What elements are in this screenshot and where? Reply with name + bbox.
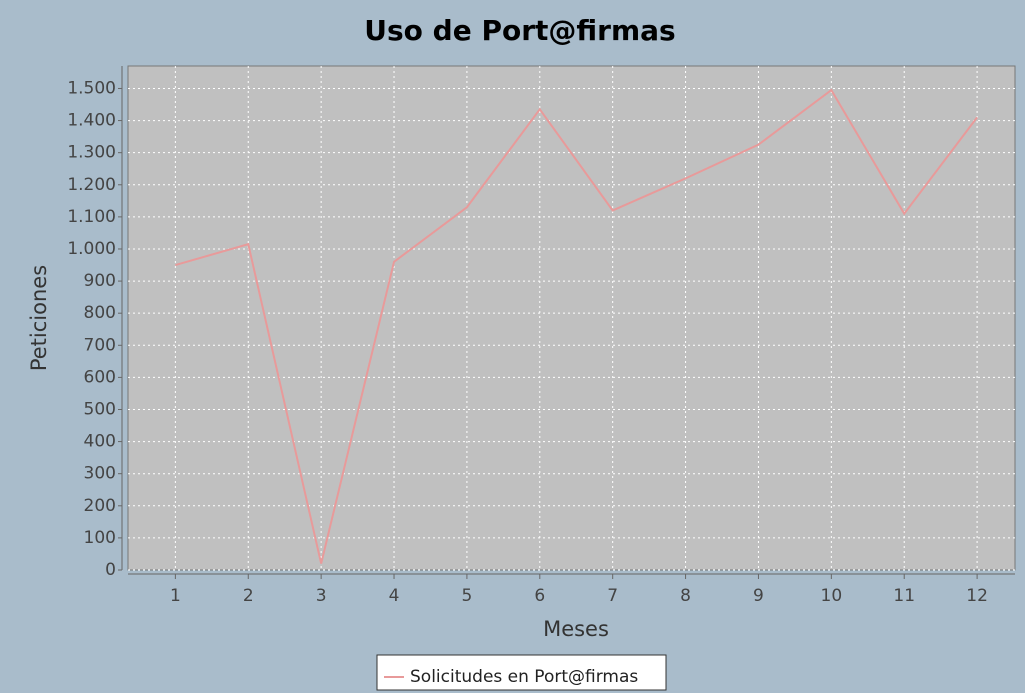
y-axis-label: Peticiones	[27, 265, 51, 371]
y-tick-label: 500	[84, 399, 116, 419]
x-tick-label: 11	[893, 586, 915, 606]
line-series	[175, 88, 978, 564]
y-tick-label: 1.500	[67, 78, 116, 98]
y-tick-label: 1.100	[67, 207, 116, 227]
y-tick-label: 200	[84, 496, 116, 516]
x-axis-label: Meses	[543, 617, 609, 641]
x-tick-label: 5	[461, 586, 472, 606]
y-tick-label: 100	[84, 528, 116, 548]
y-tick-label: 700	[84, 335, 116, 355]
y-tick-label: 1.200	[67, 175, 116, 195]
legend-label: Solicitudes en Port@firmas	[410, 667, 638, 687]
y-tick-label: 900	[84, 271, 116, 291]
chart-title: Uso de Port@firmas	[364, 14, 675, 47]
y-tick-label: 600	[84, 367, 116, 387]
y-tick-label: 1.400	[67, 111, 116, 131]
y-tick-label: 300	[84, 464, 116, 484]
x-tick-label: 10	[821, 586, 843, 606]
x-tick-label: 8	[680, 586, 691, 606]
y-tick-label: 0	[105, 560, 116, 580]
legend	[376, 654, 667, 691]
plot-area	[127, 65, 1016, 571]
x-tick-label: 4	[389, 586, 400, 606]
x-tick-label: 3	[316, 586, 327, 606]
x-tick-label: 9	[753, 586, 764, 606]
y-tick-label: 800	[84, 303, 116, 323]
x-tick-label: 12	[966, 586, 988, 606]
x-tick-label: 7	[607, 586, 618, 606]
x-tick-label: 6	[534, 586, 545, 606]
x-tick-label: 2	[243, 586, 254, 606]
y-tick-label: 400	[84, 432, 116, 452]
y-tick-label: 1.000	[67, 239, 116, 259]
y-tick-label: 1.300	[67, 143, 116, 163]
x-tick-label: 1	[170, 586, 181, 606]
